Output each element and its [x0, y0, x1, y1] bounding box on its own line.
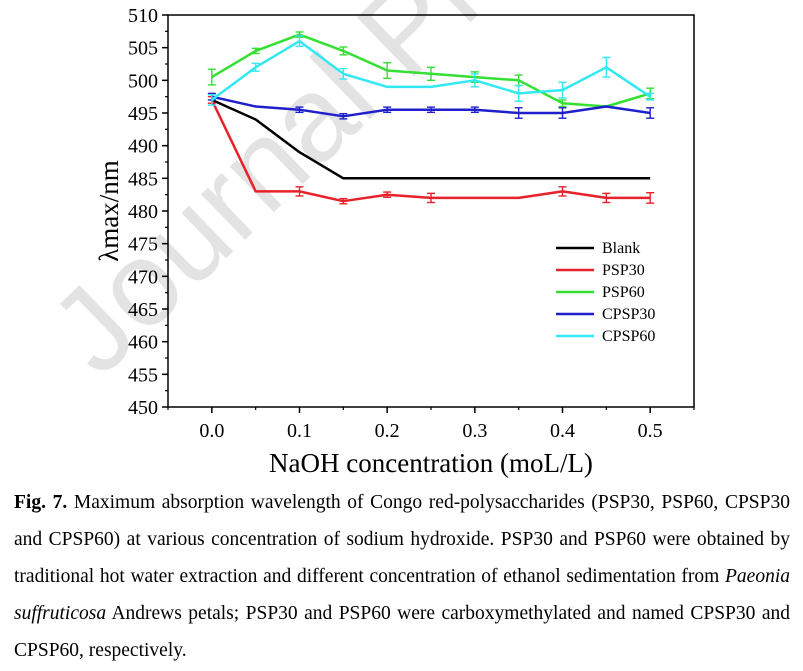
series-line-blank: [211, 98, 651, 180]
y-tick-label: 465: [128, 299, 158, 321]
series-line-cpsp60: [211, 39, 651, 101]
figure-caption: Fig. 7. Maximum absorption wavelength of…: [14, 484, 790, 669]
plot-frame: 450 455 460 465 470 475 480 485 490 495 500 505 510 0…: [128, 5, 695, 442]
error-bar-psp30: [558, 186, 567, 197]
error-bar-cpsp60: [470, 73, 479, 88]
x-tick-label: 0.1: [287, 420, 312, 442]
caption-figure-label: Fig. 7.: [14, 492, 68, 513]
error-bar-cpsp30: [427, 106, 435, 114]
x-axis-title: NaOH concentration (moL/L): [269, 448, 593, 478]
error-bar-psp60: [251, 47, 260, 55]
y-tick-label: 505: [128, 38, 158, 60]
caption-text-1: Maximum absorption wavelength of Congo r…: [14, 492, 790, 587]
legend-label-blank: Blank: [602, 240, 640, 257]
caption-species-name: Paeonia suffruticosa: [14, 566, 790, 624]
error-bar-cpsp30: [558, 107, 567, 119]
x-tick-label: 0.2: [375, 420, 400, 442]
error-bar-cpsp60: [339, 67, 348, 80]
error-bar-psp30: [427, 192, 435, 204]
error-bar-cpsp30: [514, 107, 523, 119]
y-tick-label: 500: [128, 70, 158, 92]
error-bar-cpsp60: [251, 62, 260, 72]
y-tick-label: 450: [128, 397, 158, 419]
error-bar-cpsp60: [295, 35, 304, 48]
caption-text-2: Andrews petals; PSP30 and PSP60 were car…: [14, 603, 790, 661]
error-bar-cpsp60: [646, 92, 655, 101]
y-tick-label: 470: [128, 266, 158, 288]
plot-series: [207, 31, 655, 205]
y-tick-label: 485: [128, 168, 158, 190]
error-bar-psp30: [295, 186, 304, 197]
error-bar-cpsp60: [207, 94, 216, 106]
chart: Journal Pre-proof 4504554604654704754804…: [25, 0, 785, 478]
y-tick-label: 460: [128, 332, 158, 354]
legend-label-psp60: PSP60: [602, 284, 645, 301]
y-tick-label: 510: [128, 5, 158, 27]
error-bar-psp60: [339, 46, 348, 56]
x-tick-label: 0.3: [462, 420, 487, 442]
legend-label-cpsp30: CPSP30: [602, 306, 655, 323]
error-bar-psp60: [207, 68, 216, 86]
error-bar-cpsp30: [383, 106, 392, 114]
error-bar-cpsp30: [646, 107, 655, 119]
error-bar-cpsp30: [339, 112, 348, 120]
error-bar-cpsp60: [514, 84, 523, 102]
error-bar-cpsp60: [558, 81, 567, 99]
x-tick-label: 0.0: [199, 420, 224, 442]
axis-labels: NaOH concentration (moL/L) λmax/nm: [94, 160, 593, 478]
y-tick-label: 490: [128, 136, 158, 158]
error-bar-psp30: [339, 197, 348, 205]
error-bar-psp30: [383, 191, 392, 198]
y-tick-label: 495: [128, 103, 158, 125]
error-bar-psp30: [646, 192, 655, 204]
legend: Blank PSP30 PSP60 CPSP30 CPSP60: [556, 240, 655, 345]
y-axis-title: λmax/nm: [94, 160, 124, 262]
error-bar-psp60: [383, 61, 392, 80]
y-tick-label: 480: [128, 201, 158, 223]
error-bar-psp60: [558, 99, 567, 108]
y-tick-label: 455: [128, 364, 158, 386]
error-bar-psp60: [427, 66, 435, 82]
y-tick-label: 475: [128, 234, 158, 256]
x-tick-label: 0.5: [638, 420, 663, 442]
error-bar-cpsp60: [602, 56, 611, 78]
x-tick-label: 0.4: [550, 420, 575, 442]
legend-label-psp30: PSP30: [602, 262, 645, 279]
error-bar-psp30: [602, 192, 611, 204]
error-bar-cpsp30: [295, 106, 304, 114]
legend-label-cpsp60: CPSP60: [602, 328, 655, 345]
error-bar-cpsp30: [470, 106, 479, 114]
